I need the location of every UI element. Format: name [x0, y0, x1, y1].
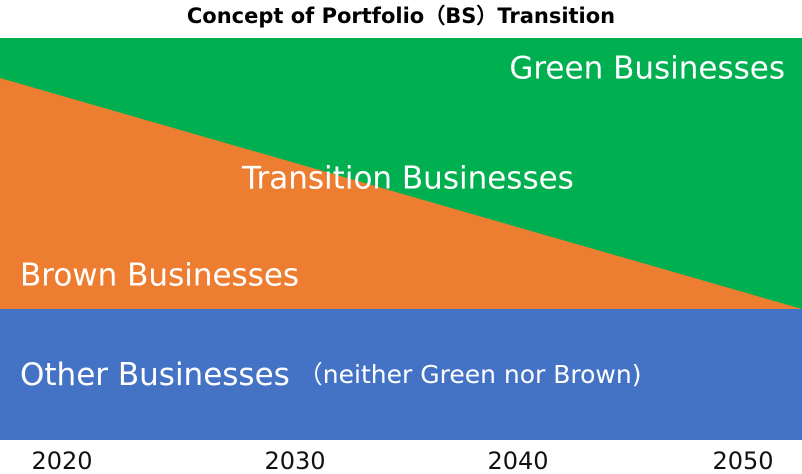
other-region — [0, 309, 802, 440]
other-label: Other Businesses （neither Green nor Brown… — [20, 357, 641, 393]
year-label: 2050 — [712, 447, 773, 474]
green-label: Green Businesses — [509, 51, 785, 87]
other-note: （neither Green nor Brown) — [298, 360, 642, 389]
other-name: Other Businesses — [20, 357, 290, 393]
transition-label: Transition Businesses — [241, 161, 574, 197]
brown-region — [0, 78, 802, 309]
year-label: 2020 — [31, 447, 92, 474]
year-label: 2040 — [487, 447, 548, 474]
brown-label: Brown Businesses — [20, 258, 299, 294]
year-label: 2030 — [264, 447, 325, 474]
title: Concept of Portfolio（BS）Transition — [187, 4, 615, 28]
